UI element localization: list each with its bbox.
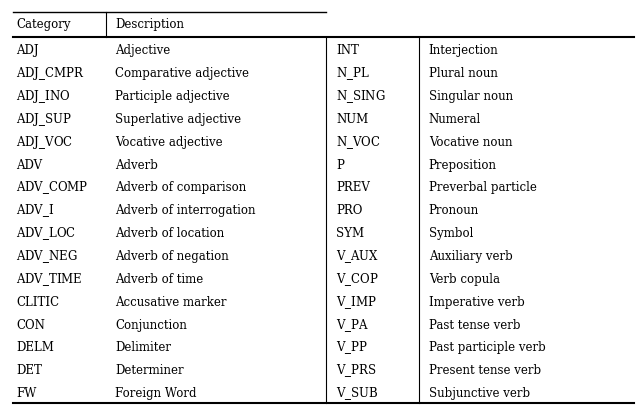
Text: V$\_$PP: V$\_$PP: [336, 339, 368, 356]
Text: Adjective: Adjective: [115, 44, 170, 58]
Text: Determiner: Determiner: [115, 364, 184, 377]
Text: Adverb: Adverb: [115, 159, 158, 172]
Text: Symbol: Symbol: [429, 227, 473, 240]
Text: N$\_$VOC: N$\_$VOC: [336, 134, 381, 151]
Text: Past participle verb: Past participle verb: [429, 342, 545, 354]
Text: Vocative noun: Vocative noun: [429, 136, 512, 149]
Text: Foreign Word: Foreign Word: [115, 387, 196, 400]
Text: DELM: DELM: [16, 342, 54, 354]
Text: Past tense verb: Past tense verb: [429, 319, 520, 332]
Text: ADV: ADV: [16, 159, 42, 172]
Text: NUM: NUM: [336, 113, 368, 126]
Text: PRO: PRO: [336, 204, 362, 217]
Text: Vocative adjective: Vocative adjective: [115, 136, 223, 149]
Text: Verb copula: Verb copula: [429, 273, 500, 286]
Text: Accusative marker: Accusative marker: [115, 296, 227, 309]
Text: V$\_$COP: V$\_$COP: [336, 271, 379, 288]
Text: N$\_$SING: N$\_$SING: [336, 88, 386, 105]
Text: Description: Description: [115, 18, 184, 31]
Text: Superlative adjective: Superlative adjective: [115, 113, 241, 126]
Text: Conjunction: Conjunction: [115, 319, 187, 332]
Text: Preposition: Preposition: [429, 159, 497, 172]
Text: CLITIC: CLITIC: [16, 296, 59, 309]
Text: ADJ$\_$VOC: ADJ$\_$VOC: [16, 134, 73, 151]
Text: V$\_$SUB: V$\_$SUB: [336, 385, 378, 402]
Text: ADJ$\_$CMPR: ADJ$\_$CMPR: [16, 65, 84, 82]
Text: DET: DET: [16, 364, 42, 377]
Text: V$\_$AUX: V$\_$AUX: [336, 248, 379, 265]
Text: Participle adjective: Participle adjective: [115, 90, 230, 103]
Text: Adverb of location: Adverb of location: [115, 227, 225, 240]
Text: Adverb of negation: Adverb of negation: [115, 250, 229, 263]
Text: Imperative verb: Imperative verb: [429, 296, 525, 309]
Text: Auxiliary verb: Auxiliary verb: [429, 250, 513, 263]
Text: Adverb of time: Adverb of time: [115, 273, 204, 286]
Text: Category: Category: [16, 18, 70, 31]
Text: Adverb of comparison: Adverb of comparison: [115, 182, 246, 194]
Text: CON: CON: [16, 319, 45, 332]
Text: ADV$\_$TIME: ADV$\_$TIME: [16, 271, 83, 288]
Text: ADJ$\_$SUP: ADJ$\_$SUP: [16, 111, 72, 128]
Text: Plural noun: Plural noun: [429, 67, 498, 80]
Text: Numeral: Numeral: [429, 113, 481, 126]
Text: ADV$\_$NEG: ADV$\_$NEG: [16, 248, 77, 265]
Text: Pronoun: Pronoun: [429, 204, 479, 217]
Text: Subjunctive verb: Subjunctive verb: [429, 387, 530, 400]
Text: Present tense verb: Present tense verb: [429, 364, 541, 377]
Text: INT: INT: [336, 44, 359, 58]
Text: ADV$\_$LOC: ADV$\_$LOC: [16, 225, 76, 242]
Text: Adverb of interrogation: Adverb of interrogation: [115, 204, 256, 217]
Text: Comparative adjective: Comparative adjective: [115, 67, 249, 80]
Text: V$\_$PA: V$\_$PA: [336, 316, 369, 334]
Text: FW: FW: [16, 387, 36, 400]
Text: V$\_$IMP: V$\_$IMP: [336, 294, 377, 311]
Text: Singular noun: Singular noun: [429, 90, 513, 103]
Text: ADJ: ADJ: [16, 44, 38, 58]
Text: Interjection: Interjection: [429, 44, 499, 58]
Text: V$\_$PRS: V$\_$PRS: [336, 363, 376, 379]
Text: Delimiter: Delimiter: [115, 342, 172, 354]
Text: ADJ$\_$INO: ADJ$\_$INO: [16, 88, 70, 105]
Text: Preverbal particle: Preverbal particle: [429, 182, 537, 194]
Text: SYM: SYM: [336, 227, 364, 240]
Text: ADV$\_$I: ADV$\_$I: [16, 202, 54, 219]
Text: ADV$\_$COMP: ADV$\_$COMP: [16, 180, 88, 196]
Text: PREV: PREV: [336, 182, 370, 194]
Text: P: P: [336, 159, 344, 172]
Text: N$\_$PL: N$\_$PL: [336, 65, 369, 82]
